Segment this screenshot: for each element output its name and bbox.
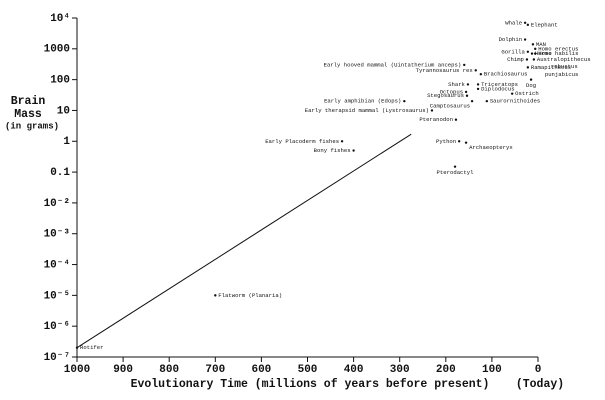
y-tick-label: 10⁻³ xyxy=(44,229,70,241)
point xyxy=(464,141,468,144)
point xyxy=(453,165,457,168)
y-label: Mass xyxy=(14,108,42,121)
point-label: Pterodactyl xyxy=(437,169,475,176)
point-label: Early therapsid mammal (Lystrosaurus) xyxy=(305,107,429,114)
point-label: Saurornithoides xyxy=(490,98,540,105)
y-tick-label: 10⁻⁴ xyxy=(44,259,70,271)
y-tick-label: 0.1 xyxy=(50,167,70,179)
x-tick-label: 1000 xyxy=(64,364,90,376)
point-label: Elephant xyxy=(531,21,558,28)
x-end-note: (Today) xyxy=(516,378,564,391)
y-tick-label: 1 xyxy=(63,136,70,148)
y-label: (in grams) xyxy=(5,121,59,131)
point xyxy=(463,63,466,67)
point xyxy=(523,38,527,41)
x-tick-label: 600 xyxy=(251,364,271,376)
y-tick-label: 10⁻⁶ xyxy=(44,321,70,333)
x-tick-label: 300 xyxy=(390,364,410,376)
point-label: Rotifer xyxy=(80,344,104,351)
x-tick-label: 900 xyxy=(113,364,133,376)
point-label: Early amphibian (Edops) xyxy=(324,98,401,105)
y-tick-label: 10⁴ xyxy=(50,13,70,25)
point-label: MAN xyxy=(536,41,546,48)
point xyxy=(430,109,434,112)
point xyxy=(214,294,217,297)
point xyxy=(352,149,355,152)
point-label: Gorilla xyxy=(501,48,525,55)
point-label: Diplodocus xyxy=(481,85,515,92)
point-label: Dog xyxy=(526,82,536,89)
y-tick-label: 10⁻⁵ xyxy=(44,290,70,302)
x-tick-label: 400 xyxy=(344,364,364,376)
point-label: Whale xyxy=(505,19,522,26)
point-label: Camptosaurus xyxy=(430,103,470,110)
x-tick-label: 700 xyxy=(205,364,225,376)
point xyxy=(534,52,537,55)
point xyxy=(529,78,533,81)
point xyxy=(510,92,514,95)
point xyxy=(531,43,535,46)
x-tick-label: 100 xyxy=(482,364,502,376)
trend-line xyxy=(76,133,412,349)
x-tick-label: 500 xyxy=(298,364,318,376)
x-label: Evolutionary Time (millions of years bef… xyxy=(131,378,490,391)
y-tick-label: 10⁻⁷ xyxy=(44,352,70,364)
point xyxy=(340,140,344,143)
point-label: Triceratops xyxy=(481,81,518,88)
point-label: Homo erectus xyxy=(538,45,578,52)
point-label: Chimp xyxy=(507,56,524,63)
point xyxy=(476,83,480,86)
point-label: Horse xyxy=(535,50,552,57)
point xyxy=(454,118,458,121)
point-label: Early Placoderm fishes xyxy=(265,138,339,145)
x-tick-label: 0 xyxy=(535,364,542,376)
point-label: Homo habilis xyxy=(538,50,578,57)
point-label: robustus xyxy=(551,63,578,70)
point-label: Shark xyxy=(448,81,465,88)
point-label: Archaeopteryx xyxy=(469,144,513,151)
x-tick-label: 800 xyxy=(159,364,179,376)
point xyxy=(476,87,480,91)
point-label: Australopithecus xyxy=(537,56,591,63)
point-label: Ramapithecus xyxy=(531,64,571,71)
point xyxy=(457,140,461,143)
point xyxy=(485,99,489,103)
y-tick-label: 10 xyxy=(57,105,70,117)
point xyxy=(526,23,530,27)
y-tick-label: 100 xyxy=(50,75,70,87)
point-label: Dolphin xyxy=(499,36,523,43)
point xyxy=(466,83,470,86)
point-label: Python xyxy=(436,138,456,145)
point xyxy=(75,346,79,349)
point xyxy=(523,21,527,24)
point-label: Stegosaurus xyxy=(427,92,464,99)
y-tick-label: 1000 xyxy=(44,44,70,56)
x-tick-label: 200 xyxy=(436,364,456,376)
point-label: Early hooved mammal (Uintatherium anceps… xyxy=(324,61,462,68)
point-label: Pteranodon xyxy=(419,116,453,123)
point xyxy=(525,58,529,61)
point-label: Ostrich xyxy=(515,90,539,97)
point xyxy=(532,58,536,61)
point-label: Octopus xyxy=(440,88,464,95)
point-label: Brachiosaurus xyxy=(484,71,528,78)
point xyxy=(526,66,530,69)
point xyxy=(530,52,534,55)
point xyxy=(465,94,469,97)
point xyxy=(526,50,530,54)
point xyxy=(464,90,468,94)
y-label: Brain xyxy=(11,95,46,108)
point-label: Flatworm (Planaria) xyxy=(218,292,282,299)
y-tick-label: 10⁻² xyxy=(44,198,70,210)
point-label: Tyrannosaurus rex xyxy=(416,67,474,74)
point xyxy=(403,99,406,103)
point-label: Bony fishes xyxy=(314,147,351,154)
point-label: punjabicus xyxy=(545,71,579,78)
point xyxy=(479,73,483,76)
point xyxy=(470,99,474,103)
point xyxy=(534,47,537,51)
point xyxy=(474,69,477,72)
